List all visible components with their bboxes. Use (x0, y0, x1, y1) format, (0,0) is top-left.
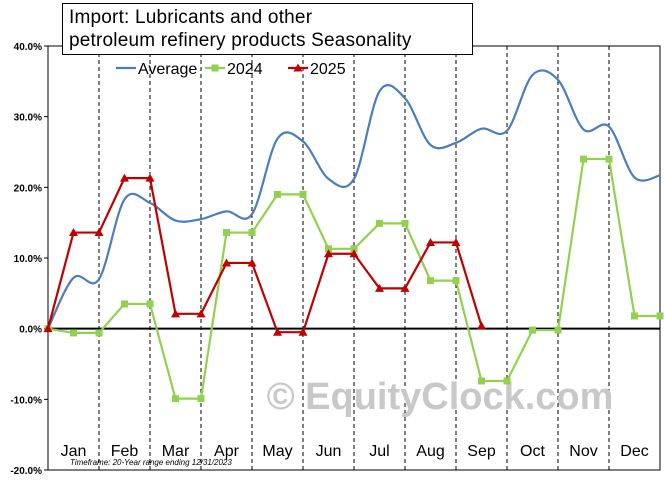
data-point-2025 (451, 237, 461, 246)
legend-marker-2025 (293, 63, 303, 72)
data-point-2025 (400, 283, 410, 292)
data-point-2024 (503, 377, 511, 385)
y-axis-ticks: -20.0% -10.0% 0.0% 10.0% 20.0% 30.0% 40.0% (10, 42, 48, 477)
data-point-2025 (43, 324, 53, 333)
y-tick-label: 10.0% (14, 254, 42, 265)
month-gridlines (98, 46, 610, 470)
data-point-2024 (350, 245, 358, 253)
data-point-2025 (247, 258, 257, 267)
data-point-2024 (605, 155, 613, 163)
series-line-average (47, 69, 661, 330)
data-point-2024 (478, 377, 485, 385)
legend-label-average: Average (138, 61, 197, 78)
data-point-2025 (477, 321, 486, 330)
data-point-2024 (274, 190, 281, 198)
y-tick-label: -10.0% (10, 395, 42, 406)
chart-title: Import: Lubricants and other petroleum r… (62, 3, 473, 55)
data-point-2025 (222, 258, 231, 267)
legend-label-2024: 2024 (227, 61, 263, 78)
data-point-2025 (349, 249, 359, 258)
data-point-2025 (196, 309, 206, 318)
data-point-2025 (120, 173, 129, 182)
data-point-2024 (529, 326, 536, 334)
x-tick-label: May (262, 443, 292, 460)
y-tick-label: 0.0% (19, 325, 42, 336)
data-point-2024 (248, 229, 256, 237)
data-point-2025 (171, 309, 180, 318)
data-point-2025 (145, 173, 155, 182)
watermark: © EquityClock.com (267, 376, 614, 418)
data-point-2024 (656, 312, 664, 320)
data-point-2024 (172, 395, 179, 403)
data-point-2025 (298, 327, 308, 336)
x-tick-label: Jan (61, 443, 87, 460)
data-point-2025 (94, 228, 104, 237)
x-tick-label: Jul (369, 443, 389, 460)
data-point-2024 (223, 229, 230, 237)
data-point-2024 (452, 277, 460, 285)
data-point-2025 (426, 237, 435, 246)
data-point-2025 (273, 327, 282, 336)
data-point-2024 (427, 277, 434, 285)
x-axis-labels: Jan Feb Mar Apr May Jun Jul Aug Sep Oct Nov Dec (61, 443, 649, 460)
data-point-2024 (376, 219, 383, 227)
y-tick-label: 30.0% (14, 113, 42, 124)
series-layer (43, 69, 664, 403)
x-tick-label: Apr (214, 443, 240, 460)
data-point-2024 (146, 300, 154, 308)
x-tick-label: Jun (316, 443, 342, 460)
data-point-2024 (631, 312, 638, 320)
data-point-2024 (197, 395, 205, 403)
x-tick-label: Feb (111, 443, 139, 460)
data-point-2024 (325, 245, 332, 253)
x-tick-label: Sep (467, 443, 496, 460)
title-line-2: petroleum refinery products Seasonality (69, 30, 412, 51)
legend-marker-2024 (211, 64, 219, 72)
data-point-2024 (554, 326, 562, 334)
data-point-2024 (299, 190, 307, 198)
y-tick-label: 20.0% (14, 183, 42, 194)
series-line-2025 (46, 177, 483, 334)
data-point-2024 (121, 300, 128, 308)
x-tick-label: Aug (416, 443, 444, 460)
data-point-2025 (69, 228, 78, 237)
y-tick-label: 40.0% (14, 42, 42, 53)
data-point-2024 (95, 329, 103, 337)
y-tick-label: -20.0% (10, 466, 42, 477)
title-line-1: Import: Lubricants and other (69, 7, 313, 28)
x-tick-label: Oct (520, 443, 545, 460)
data-point-2025 (324, 249, 333, 258)
x-tick-label: Nov (569, 443, 597, 460)
timeframe-footnote: Timeframe: 20-Year range ending 12/31/20… (70, 458, 232, 467)
data-point-2025 (375, 283, 384, 292)
x-tick-label: Mar (162, 443, 190, 460)
data-point-2024 (580, 155, 587, 163)
legend: Average 2024 2025 (116, 61, 346, 78)
x-tick-label: Dec (620, 443, 648, 460)
data-point-2024 (70, 329, 77, 337)
legend-label-2025: 2025 (310, 61, 346, 78)
data-point-2024 (401, 219, 409, 227)
